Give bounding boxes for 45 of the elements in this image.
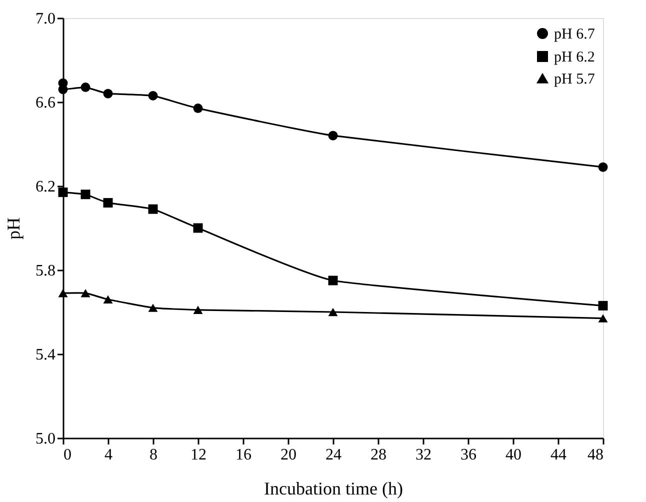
y-tick-label: 6.6	[36, 94, 56, 112]
x-tick-label: 36	[460, 446, 476, 464]
point	[193, 306, 203, 314]
point	[598, 300, 608, 310]
legend-label: pH 5.7	[554, 72, 596, 88]
legend-label: pH 6.7	[554, 26, 596, 42]
point	[103, 198, 113, 208]
x-tick-label: 28	[370, 446, 386, 464]
point	[58, 188, 68, 198]
y-tick-label: 5.0	[36, 430, 56, 448]
point	[103, 88, 113, 98]
y-axis-title: pH	[4, 218, 24, 240]
point	[80, 82, 90, 92]
x-axis-title: Incubation time (h)	[264, 478, 403, 498]
point	[328, 130, 338, 140]
point	[148, 90, 158, 100]
x-tick-label: 40	[506, 446, 522, 464]
point	[598, 314, 608, 322]
point	[148, 304, 158, 312]
point	[58, 288, 68, 298]
point	[103, 295, 113, 304]
point	[58, 84, 68, 94]
point	[328, 276, 338, 286]
y-tick-label: 5.8	[36, 262, 56, 280]
x-tick-label: 12	[190, 446, 206, 464]
point	[193, 104, 203, 114]
y-tick-label: 6.2	[36, 178, 56, 196]
y-tick-label: 7.0	[36, 10, 56, 28]
y-tick-label: 5.4	[36, 346, 56, 364]
x-tick-label: 16	[236, 446, 252, 464]
point	[148, 204, 158, 214]
x-tick-label: 0	[64, 446, 72, 464]
x-tick-label: 24	[326, 446, 342, 464]
point	[598, 162, 608, 172]
legend-label: pH 6.2	[554, 50, 595, 66]
point	[328, 308, 338, 316]
x-tick-label: 8	[150, 446, 158, 464]
x-tick-label: 4	[104, 446, 112, 464]
x-tick-label: 32	[416, 446, 432, 464]
x-tick-label: 48	[588, 446, 604, 464]
point	[80, 288, 90, 298]
point	[80, 190, 90, 200]
x-tick-label: 20	[280, 446, 296, 464]
point	[193, 223, 203, 233]
x-tick-label: 44	[550, 446, 566, 464]
